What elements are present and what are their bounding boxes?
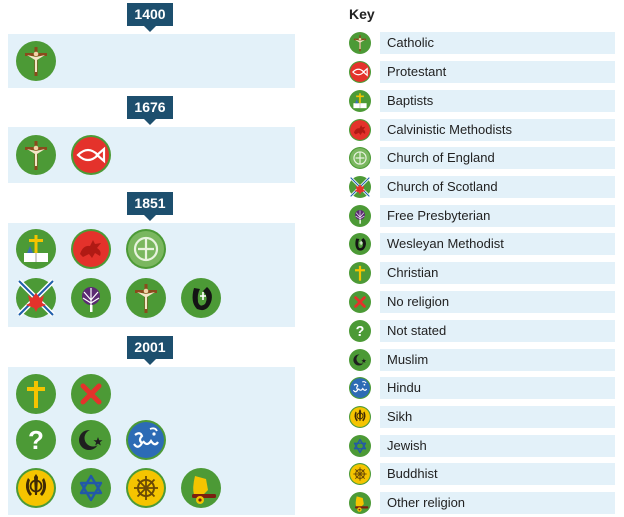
key-label: Free Presbyterian [380, 205, 615, 227]
church-of-scotland-icon [349, 176, 371, 198]
key-label: Wesleyan Methodist [380, 233, 615, 255]
catholic-icon [16, 135, 56, 175]
hindu-icon [349, 377, 371, 399]
muslim-icon [71, 420, 111, 460]
key-label: Sikh [380, 406, 615, 428]
key-label: Protestant [380, 61, 615, 83]
key-label: Catholic [380, 32, 615, 54]
calvinistic-methodists-icon [71, 229, 111, 269]
jewish-icon [349, 435, 371, 457]
key-label: Not stated [380, 320, 615, 342]
svg-text:?: ? [356, 324, 365, 340]
year-tag-2001: 2001 [127, 336, 173, 365]
church-of-scotland-icon [16, 278, 56, 318]
free-presbyterian-icon [71, 278, 111, 318]
muslim-icon [349, 349, 371, 371]
no-religion-icon [349, 291, 371, 313]
period-panel-1851 [8, 223, 295, 327]
free-presbyterian-icon [349, 205, 371, 227]
key-label: Muslim [380, 349, 615, 371]
catholic-icon [126, 278, 166, 318]
period-panel-2001: ? [8, 367, 295, 515]
sikh-icon [349, 406, 371, 428]
key-label: Church of Scotland [380, 176, 615, 198]
key-label: Buddhist [380, 463, 615, 485]
wesleyan-methodist-icon [181, 278, 221, 318]
key-label: No religion [380, 291, 615, 313]
christian-icon [349, 262, 371, 284]
sikh-icon [16, 468, 56, 508]
baptists-icon [349, 90, 371, 112]
church-of-england-icon [126, 229, 166, 269]
period-panel-1676 [8, 127, 295, 183]
period-panel-1400 [8, 34, 295, 88]
key-label: Baptists [380, 90, 615, 112]
key-label: Hindu [380, 377, 615, 399]
catholic-icon [349, 32, 371, 54]
other-religion-icon [181, 468, 221, 508]
wesleyan-methodist-icon [349, 233, 371, 255]
key-label: Christian [380, 262, 615, 284]
key-label: Jewish [380, 435, 615, 457]
other-religion-icon [349, 492, 371, 514]
year-tag-1400: 1400 [127, 3, 173, 32]
hindu-icon [126, 420, 166, 460]
church-of-england-icon [349, 147, 371, 169]
year-tag-1676: 1676 [127, 96, 173, 125]
protestant-icon [71, 135, 111, 175]
jewish-icon [71, 468, 111, 508]
key-label: Other religion [380, 492, 615, 514]
key-title: Key [349, 6, 375, 22]
catholic-icon [16, 41, 56, 81]
key-label: Church of England [380, 147, 615, 169]
calvinistic-methodists-icon [349, 119, 371, 141]
key-label: Calvinistic Methodists [380, 119, 615, 141]
protestant-icon [349, 61, 371, 83]
not-stated-icon: ? [349, 320, 371, 342]
christian-icon [16, 374, 56, 414]
svg-text:?: ? [28, 425, 44, 455]
buddhist-icon [126, 468, 166, 508]
buddhist-icon [349, 463, 371, 485]
no-religion-icon [71, 374, 111, 414]
not-stated-icon: ? [16, 420, 56, 460]
year-tag-1851: 1851 [127, 192, 173, 221]
baptists-icon [16, 229, 56, 269]
